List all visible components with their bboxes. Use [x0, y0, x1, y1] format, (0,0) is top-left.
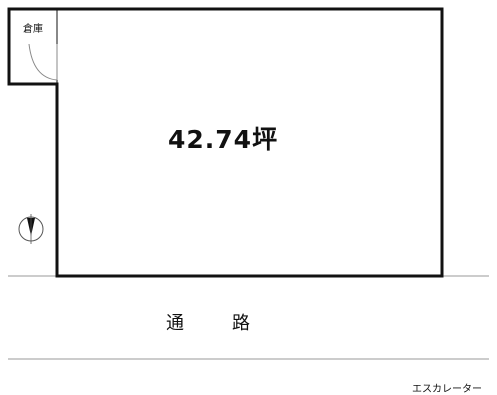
north-arrow-icon [18, 214, 44, 244]
corridor-label: 通路 [166, 313, 298, 334]
escalator-label: エスカレーター [412, 384, 482, 395]
storage-room-label: 倉庫 [23, 24, 43, 35]
door-swing-icon [28, 43, 58, 81]
floor-area-label: 42.74坪 [168, 125, 279, 154]
unit-outline [7, 7, 444, 278]
